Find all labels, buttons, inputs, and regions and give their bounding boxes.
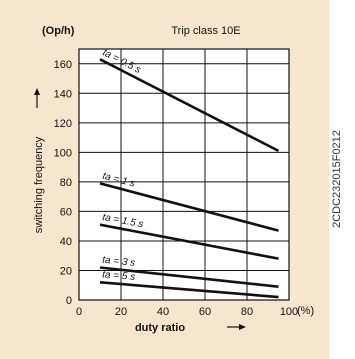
x-axis-arrow-icon (227, 324, 246, 330)
series-label: ta = 5 s (102, 269, 136, 283)
x-tick-label: 0 (76, 306, 82, 318)
series-label: ta = 3 s (102, 255, 136, 269)
series-line (99, 223, 279, 260)
document-code-text: 2CDC232015F0212 (331, 130, 343, 228)
x-axis-unit: (%) (297, 305, 314, 317)
y-tick-label: 20 (60, 265, 72, 277)
x-tick-label: 40 (157, 306, 169, 318)
y-unit-label: (Op/h) (42, 25, 75, 37)
series-line (99, 58, 280, 153)
y-tick-label: 80 (60, 177, 72, 189)
series-lines (99, 58, 280, 299)
y-axis-arrow-icon (34, 88, 40, 108)
chart-title: Trip class 10E (171, 25, 240, 37)
x-tick-label: 80 (241, 306, 253, 318)
y-tick-label: 120 (54, 118, 72, 130)
plot-area (79, 49, 289, 300)
x-tick-label: 60 (199, 306, 211, 318)
x-tick-label: 100 (280, 306, 298, 318)
grid (79, 49, 289, 300)
y-axis-label: switching frequency (33, 136, 45, 233)
series-line (99, 266, 279, 289)
y-tick-label: 40 (60, 236, 72, 248)
chart-svg: ta = 0.5 sta = 1 sta = 1.5 sta = 3 sta =… (33, 25, 314, 334)
y-tick-label: 140 (54, 88, 72, 100)
y-tick-label: 60 (60, 206, 72, 218)
tick-labels: 0 20 40 60 80 100 0 20 40 60 80 100 120 140 160 (54, 59, 299, 318)
x-axis-label: duty ratio (135, 322, 185, 334)
y-tick-label: 0 (66, 295, 72, 307)
plot-frame (78, 48, 290, 301)
series-line (99, 182, 279, 232)
series-line (99, 280, 279, 299)
y-tick-label: 160 (54, 59, 72, 71)
x-tick-label: 20 (115, 306, 127, 318)
y-tick-label: 100 (54, 147, 72, 159)
